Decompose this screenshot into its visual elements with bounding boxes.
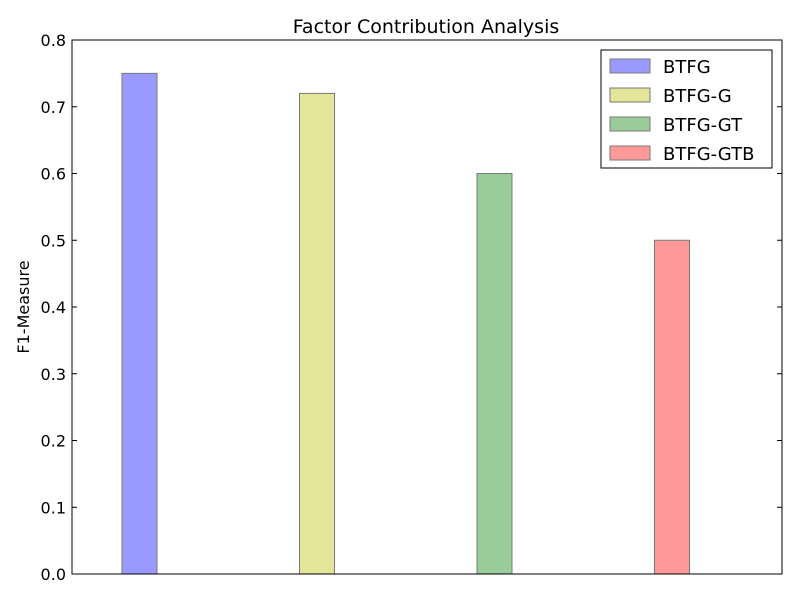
y-ticks-group: 0.0 0.1 0.2 0.3 0.4 0.5 0.6 0.7 0.8 [41, 31, 782, 584]
legend-label-btfg-g: BTFG-G [663, 86, 732, 107]
y-tick-label: 0.2 [41, 432, 66, 451]
legend-swatch-btfg-gtb [609, 145, 651, 161]
plot-frame [71, 39, 783, 575]
legend-label-btfg-gtb: BTFG-GTB [663, 144, 754, 165]
y-tick-label: 0.7 [41, 98, 66, 117]
legend-swatch-btfg [609, 58, 651, 74]
legend-swatch-btfg-g [609, 87, 651, 103]
y-tick-label: 0.8 [41, 31, 66, 50]
bar-btfg-gtb [654, 239, 690, 575]
bar-btfg [121, 72, 158, 575]
chart-title: Factor Contribution Analysis [293, 16, 560, 38]
y-tick-label: 0.4 [41, 298, 66, 317]
bars-group [121, 72, 690, 575]
y-tick-label: 0.0 [41, 565, 66, 584]
legend-swatch-btfg-gt [609, 116, 651, 132]
bar-btfg-g [299, 92, 335, 575]
legend: BTFG BTFG-G BTFG-GT BTFG-GTB [600, 49, 773, 169]
y-tick-label: 0.3 [41, 365, 66, 384]
y-axis-label: F1-Measure [14, 260, 33, 353]
legend-label-btfg-gt: BTFG-GT [663, 115, 743, 136]
y-tick-label: 0.6 [41, 165, 66, 184]
legend-label-btfg: BTFG [663, 57, 711, 78]
y-tick-label: 0.1 [41, 498, 66, 517]
bar-btfg-gt [476, 173, 513, 575]
y-tick-label: 0.5 [41, 231, 66, 250]
